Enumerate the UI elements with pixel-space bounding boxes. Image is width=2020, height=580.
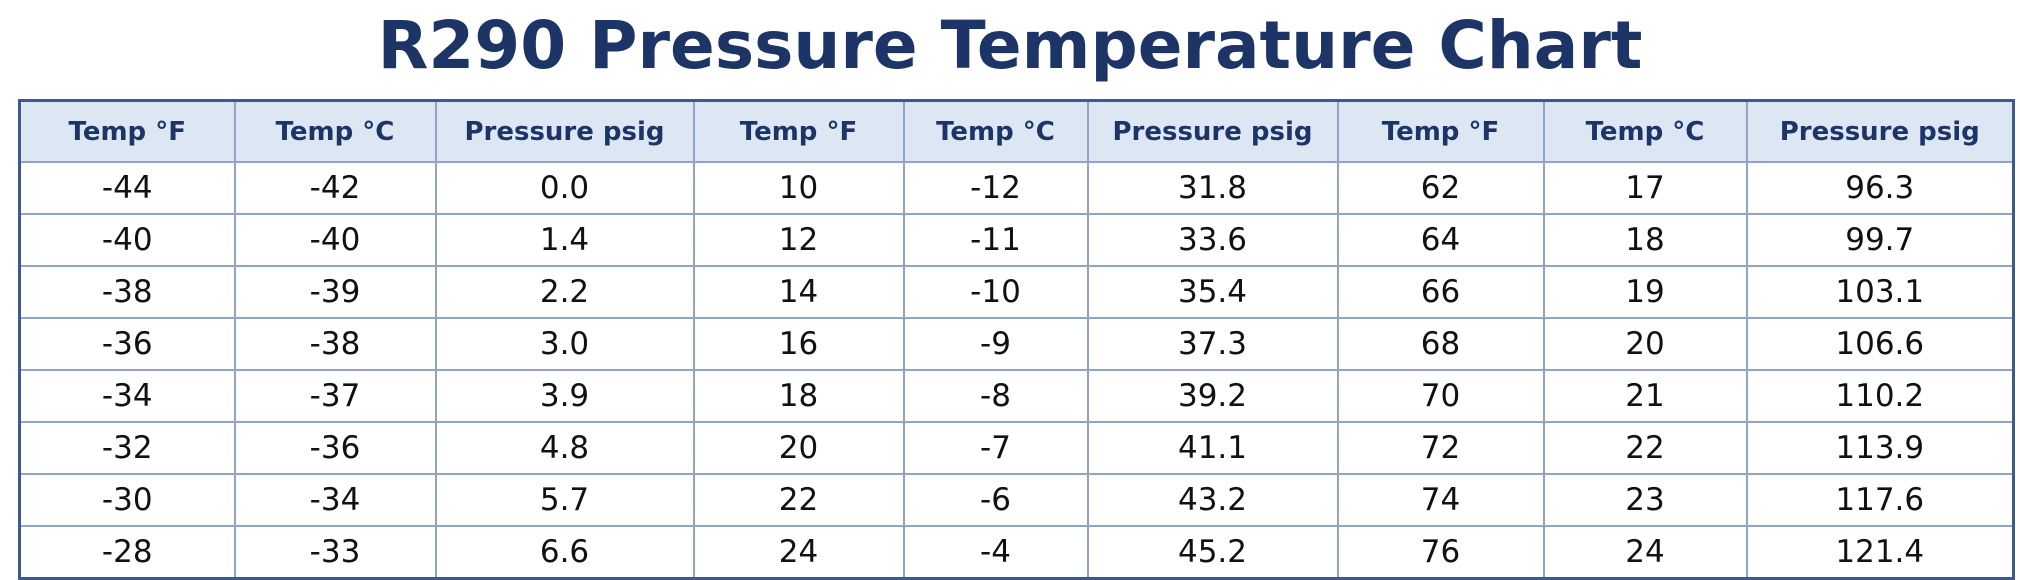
table-cell: 12 [692, 213, 905, 267]
table-cell: 20 [1542, 317, 1748, 371]
table-cell: 68 [1336, 317, 1545, 371]
table-cell: 72 [1336, 421, 1545, 475]
table-row: -32 -36 4.8 20 -7 41.1 72 22 113.9 [18, 421, 2015, 475]
column-header: Temp °F [1336, 99, 1545, 163]
column-header: Temp °F [18, 99, 236, 163]
table-cell: 22 [1542, 421, 1748, 475]
column-header: Pressure psig [1086, 99, 1339, 163]
table-cell: 1.4 [434, 213, 695, 267]
table-cell: 45.2 [1086, 525, 1339, 580]
table-cell: -40 [18, 213, 236, 267]
table-cell: -32 [18, 421, 236, 475]
table-cell: 35.4 [1086, 265, 1339, 319]
table-row: -40 -40 1.4 12 -11 33.6 64 18 99.7 [18, 213, 2015, 267]
table-cell: -6 [902, 473, 1089, 527]
table-cell: 113.9 [1745, 421, 2015, 475]
column-header: Temp °F [692, 99, 905, 163]
table-cell: 2.2 [434, 265, 695, 319]
table-cell: -44 [18, 161, 236, 215]
table-cell: 18 [692, 369, 905, 423]
table-cell: 4.8 [434, 421, 695, 475]
table-cell: 41.1 [1086, 421, 1339, 475]
table-cell: -4 [902, 525, 1089, 580]
table-cell: 37.3 [1086, 317, 1339, 371]
table-cell: 74 [1336, 473, 1545, 527]
table-cell: -36 [233, 421, 437, 475]
table-cell: 5.7 [434, 473, 695, 527]
table-body: -44 -42 0.0 10 -12 31.8 62 17 96.3 -40 -40 1.4 12 -11… [18, 161, 2015, 580]
pressure-table: Temp °F Temp °C Pressure psig Temp °F Temp °… [18, 99, 2015, 580]
table-cell: 24 [1542, 525, 1748, 580]
table-cell: 110.2 [1745, 369, 2015, 423]
table-cell: 3.0 [434, 317, 695, 371]
table-cell: 14 [692, 265, 905, 319]
title: R290 Pressure Temperature Chart [377, 7, 1643, 84]
column-header: Temp °C [233, 99, 437, 163]
table-cell: -39 [233, 265, 437, 319]
column-header: Temp °C [1542, 99, 1748, 163]
table-cell: -40 [233, 213, 437, 267]
table-cell: 76 [1336, 525, 1545, 580]
table-cell: 106.6 [1745, 317, 2015, 371]
table-cell: 10 [692, 161, 905, 215]
table-cell: -8 [902, 369, 1089, 423]
table-cell: -10 [902, 265, 1089, 319]
table-cell: 99.7 [1745, 213, 2015, 267]
table-cell: -42 [233, 161, 437, 215]
table-cell: 17 [1542, 161, 1748, 215]
table-row: -38 -39 2.2 14 -10 35.4 66 19 103.1 [18, 265, 2015, 319]
table-cell: -7 [902, 421, 1089, 475]
table-cell: -11 [902, 213, 1089, 267]
table-row: -34 -37 3.9 18 -8 39.2 70 21 110.2 [18, 369, 2015, 423]
table-cell: 64 [1336, 213, 1545, 267]
table-cell: 23 [1542, 473, 1748, 527]
table-row: -36 -38 3.0 16 -9 37.3 68 20 106.6 [18, 317, 2015, 371]
table-row: -28 -33 6.6 24 -4 45.2 76 24 121.4 [18, 525, 2015, 580]
table-cell: 19 [1542, 265, 1748, 319]
table-cell: 21 [1542, 369, 1748, 423]
table-cell: 20 [692, 421, 905, 475]
table-cell: -30 [18, 473, 236, 527]
table-cell: 121.4 [1745, 525, 2015, 580]
table-cell: 62 [1336, 161, 1545, 215]
table-cell: -34 [233, 473, 437, 527]
column-header: Pressure psig [1745, 99, 2015, 163]
table-cell: -36 [18, 317, 236, 371]
header-row: Temp °F Temp °C Pressure psig Temp °F Temp °… [18, 99, 2015, 163]
table-cell: 18 [1542, 213, 1748, 267]
table-cell: -34 [18, 369, 236, 423]
table-cell: 43.2 [1086, 473, 1339, 527]
table-cell: 33.6 [1086, 213, 1339, 267]
table-cell: 6.6 [434, 525, 695, 580]
table-cell: 39.2 [1086, 369, 1339, 423]
table-cell: -28 [18, 525, 236, 580]
table-cell: 66 [1336, 265, 1545, 319]
table-cell: -12 [902, 161, 1089, 215]
table-cell: 22 [692, 473, 905, 527]
table-cell: 70 [1336, 369, 1545, 423]
table-cell: 31.8 [1086, 161, 1339, 215]
column-header: Temp °C [902, 99, 1089, 163]
table-cell: 16 [692, 317, 905, 371]
page: R290 Pressure Temperature Chart Temp °F T… [18, 7, 2015, 580]
table-row: -44 -42 0.0 10 -12 31.8 62 17 96.3 [18, 161, 2015, 215]
column-header: Pressure psig [434, 99, 695, 163]
table-cell: 3.9 [434, 369, 695, 423]
table-cell: -37 [233, 369, 437, 423]
table-cell: -9 [902, 317, 1089, 371]
table-row: -30 -34 5.7 22 -6 43.2 74 23 117.6 [18, 473, 2015, 527]
table-cell: -33 [233, 525, 437, 580]
table-cell: 96.3 [1745, 161, 2015, 215]
table-cell: 0.0 [434, 161, 695, 215]
table-cell: -38 [18, 265, 236, 319]
table-cell: -38 [233, 317, 437, 371]
table-cell: 103.1 [1745, 265, 2015, 319]
table-cell: 24 [692, 525, 905, 580]
table-cell: 117.6 [1745, 473, 2015, 527]
